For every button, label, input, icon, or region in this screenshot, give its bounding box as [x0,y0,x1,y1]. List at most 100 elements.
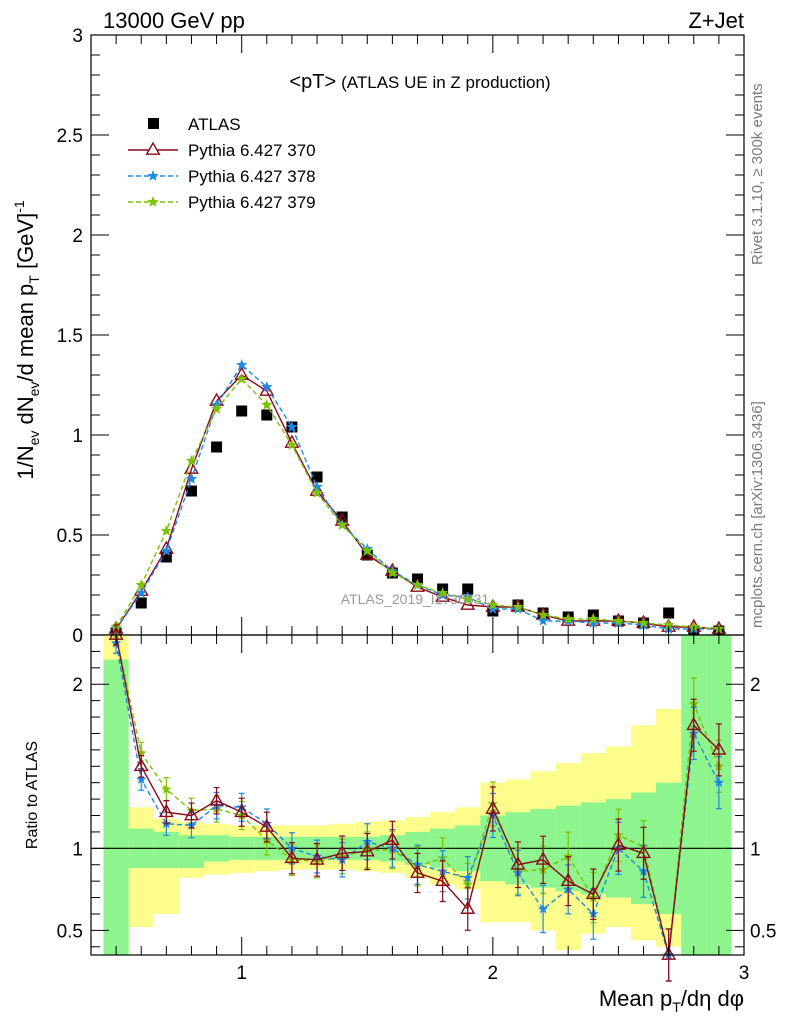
ratio-point [535,851,551,865]
series-3 [110,373,725,634]
ratio-series-2 [108,624,727,982]
ratio-point [284,849,300,864]
y-tick-label: 1 [72,426,83,447]
ratio-point [183,807,199,821]
series-point [361,545,373,556]
series-point [587,613,599,624]
atlas-point [311,471,323,483]
series-point [612,615,625,626]
ratio-point [136,747,147,758]
header-left: 13000 GeV pp [103,8,245,33]
x-tick-label: 1 [236,963,247,984]
y-tick-label: 0 [72,626,83,647]
y-label-part: dN [13,396,38,430]
ratio-point [334,844,350,859]
y-tick-label: 1.5 [57,326,83,347]
inner-band-bin [153,831,179,869]
legend-entry: Pythia 6.427 378 [128,167,316,186]
ratio-point [661,946,677,960]
ratio-point [209,792,225,806]
ratio-point [563,851,574,861]
series-point [286,421,298,432]
ratio-point [510,856,526,870]
series-point [336,519,348,530]
rivet-label: Rivet 3.1.10, ≥ 300k events [749,83,766,265]
series-point [411,579,424,590]
series-point [537,609,549,620]
ratio-point [136,773,147,784]
series-point [185,473,198,484]
series-point [537,615,549,626]
series-point [261,399,273,410]
ratio-point [537,903,549,914]
series-line [115,363,719,630]
ratio-point [711,741,727,755]
ratio-point [309,851,325,865]
ratio-point [686,716,702,731]
legend-marker [147,196,159,207]
atlas-point [160,551,172,563]
watermark: ATLAS_2019_I1736531 [341,591,490,607]
legend: ATLAS Pythia 6.427 370 Pythia 6.427 378 Pyt… [128,115,316,212]
atlas-point [462,583,474,595]
series-point [135,587,147,598]
series-point [286,439,298,450]
x-label-sub-t: T [672,999,681,1015]
series-point [462,593,474,604]
series-point [386,567,399,578]
legend-marker [147,170,159,181]
ratio-point [234,803,250,818]
main-plot-area [108,359,727,639]
y-label-part2: /d mean p [13,284,38,382]
y-label-sub-t: T [26,275,42,284]
y-tick-label: 2 [72,226,83,247]
series-point [487,599,499,610]
ratio-point [636,844,652,859]
y-label-unit: [GeV] [13,213,38,275]
ratio-point [485,800,501,814]
main-axis-ticks: 0 0.5 1 1.5 2 2.5 3 [57,26,744,647]
legend-entry: Pythia 6.427 370 [128,141,316,160]
x-tick-label: 3 [739,963,750,984]
series-point [587,617,599,628]
series-point [135,579,147,590]
x-label-rest: /dη dφ [681,986,744,1011]
x-axis-label: Mean pT/dη dφ [599,986,744,1015]
main-title: <pT> (ATLAS UE in Z production) [289,71,550,93]
ratio-point [158,803,174,818]
ratio-point [133,757,149,772]
main-subtitle: (ATLAS UE in Z production) [341,73,550,92]
series-point [311,481,323,492]
legend-marker [148,118,159,129]
ratio-y-tick-label-right: 2 [750,675,761,696]
series-point [662,619,675,630]
ratio-point [161,783,172,794]
atlas-point [336,511,348,523]
y-tick-label: 0.5 [57,526,83,547]
series-point [512,601,524,612]
ratio-panel: 0.5 0.5 1 1 2 2 1 2 3 [57,624,776,984]
y-tick-label: 3 [72,26,83,47]
legend-label: Pythia 6.427 379 [188,193,316,212]
atlas-point [185,485,197,497]
ratio-point [713,777,725,788]
ratio-y-tick-label: 1 [72,839,83,860]
ratio-point [460,900,476,914]
legend-entry: ATLAS [148,115,241,134]
legend-label: ATLAS [188,115,241,134]
ratio-point [462,872,473,883]
series-point [562,613,574,624]
ratio-y-tick-label: 0.5 [57,921,83,942]
ratio-plot-area [91,624,744,982]
legend-label: Pythia 6.427 378 [188,167,316,186]
ratio-point [259,818,275,832]
atlas-point [261,409,273,421]
inner-band-bin [178,835,205,869]
mcplots-label: mcplots.cern.ch [arXiv:1306.3436] [749,401,766,628]
atlas-point [663,607,675,619]
series-point [261,381,273,392]
series-point [637,617,650,628]
inner-band-bin [103,659,129,955]
ratio-point [435,872,451,887]
